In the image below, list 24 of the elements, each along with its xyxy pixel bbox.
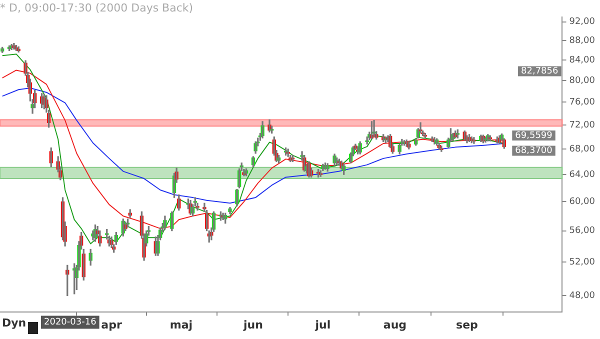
chart-title: * D, 09:00-17:30 (2000 Days Back) [0,1,194,14]
y-tick-label: 64,00 [569,170,596,180]
y-tick-label: 92,00 [569,17,596,28]
x-tick-label: maj [170,318,193,332]
text: Dyn [2,316,26,330]
y-tick-label: 72,00 [569,120,596,130]
y-tick-label: 88,00 [569,36,596,46]
annotation: 82,7856 [521,66,559,77]
y-tick-label: 56,00 [569,226,596,236]
annotation: 68,3700 [515,146,553,156]
y-tick-label: 52,00 [569,257,596,268]
y-tick-label: 60,00 [569,197,596,208]
y-tick-label: 84,00 [569,55,596,66]
y-tick-label: 48,00 [569,291,596,302]
x-tick-label: sep [456,318,478,332]
y-tick-label: 68,00 [569,144,596,154]
x-tick-label: aug [383,318,407,332]
annotation: 69,5599 [515,130,553,141]
text: 2020-03-16 [44,318,97,328]
x-tick-label: jul [314,318,331,332]
x-tick-label: apr [101,318,122,332]
y-tick-label: 80,00 [569,76,596,86]
x-tick-label: jun [242,318,263,332]
y-tick-label: 76,00 [569,98,596,108]
